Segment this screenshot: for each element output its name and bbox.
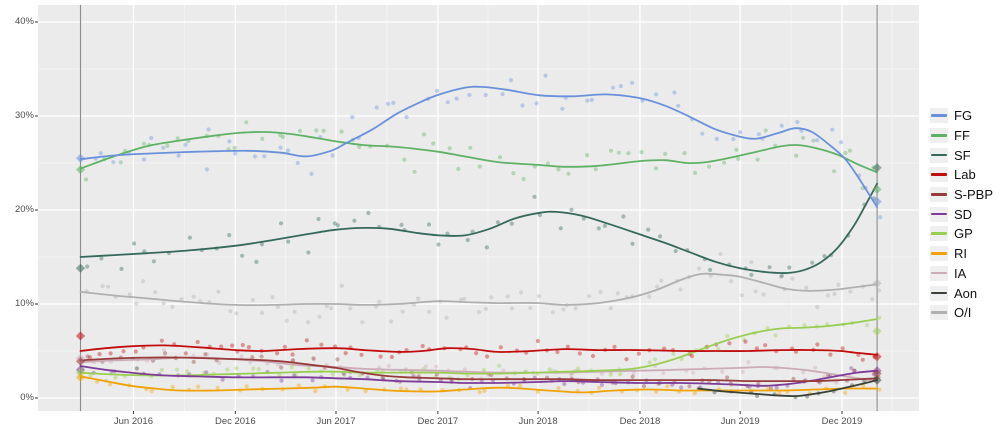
legend-key — [930, 265, 948, 281]
legend-key — [930, 108, 948, 124]
legend-label: IA — [954, 265, 967, 281]
x-axis-tick-label: Dec 2019 — [821, 416, 863, 427]
legend-label: SD — [954, 206, 973, 222]
legend-label: FG — [954, 108, 973, 124]
legend-item-oi: O/I — [930, 303, 993, 323]
sf-line-swatch-icon — [931, 153, 947, 157]
legend-item-ri: RI — [930, 244, 993, 264]
legend-label: O/I — [954, 305, 972, 321]
panel-background — [38, 5, 919, 411]
trend-line-sf — [79, 182, 878, 274]
legend-item-ff: FF — [930, 126, 993, 146]
legend-label: GP — [954, 226, 973, 242]
x-axis-tick-label: Jun 2017 — [316, 416, 356, 427]
y-axis-tick-label: 30% — [14, 110, 34, 121]
aon-line-swatch-icon — [931, 291, 947, 295]
trend-line-gp — [79, 318, 878, 377]
trend-line-lab — [79, 344, 878, 356]
trend-line-fg — [79, 85, 878, 209]
axis-tick-marks — [35, 21, 843, 414]
legend-key — [930, 226, 948, 242]
y-axis-tick-label: 0% — [20, 392, 34, 403]
legend-key — [930, 187, 948, 203]
gridlines — [38, 5, 919, 411]
legend-item-aon: Aon — [930, 283, 993, 303]
election-result-markers — [75, 153, 882, 385]
trend-line-aon — [697, 379, 878, 398]
trend-lines — [79, 85, 878, 398]
legend-key — [930, 128, 948, 144]
legend-item-spbp: S-PBP — [930, 185, 993, 205]
x-axis-tick-label: Jun 2018 — [518, 416, 558, 427]
legend-item-ia: IA — [930, 264, 993, 284]
legend-label: SF — [954, 147, 971, 163]
legend: FG FF SF Lab S-PBP SD GP RI IA Aon O/I — [930, 106, 993, 323]
legend-item-sf: SF — [930, 145, 993, 165]
x-axis-tick-label: Dec 2018 — [619, 416, 661, 427]
legend-label: Aon — [954, 285, 978, 301]
trend-line-sd — [79, 365, 878, 387]
ri-line-swatch-icon — [931, 252, 947, 255]
trend-line-ff — [79, 131, 878, 174]
trend-line-ri — [79, 375, 878, 394]
legend-key — [930, 147, 948, 163]
x-axis-tick-label: Jun 2016 — [113, 416, 153, 427]
legend-label: FF — [954, 128, 970, 144]
legend-label: S-PBP — [954, 187, 994, 203]
y-axis-tick-label: 20% — [14, 204, 34, 215]
legend-key — [930, 305, 948, 321]
x-axis-tick-label: Dec 2016 — [214, 416, 256, 427]
x-axis-tick-label: Dec 2017 — [417, 416, 459, 427]
oi-line-swatch-icon — [931, 311, 947, 314]
sd-line-swatch-icon — [931, 212, 947, 216]
x-axis-tick-label: Jun 2019 — [720, 416, 760, 427]
legend-label: Lab — [954, 167, 976, 183]
legend-label: RI — [954, 246, 967, 262]
fg-line-swatch-icon — [931, 114, 947, 117]
legend-key — [930, 167, 948, 183]
lab-line-swatch-icon — [931, 173, 947, 176]
legend-key — [930, 285, 948, 301]
legend-key — [930, 206, 948, 222]
ff-line-swatch-icon — [931, 134, 947, 137]
legend-item-sd: SD — [930, 204, 993, 224]
legend-item-gp: GP — [930, 224, 993, 244]
y-axis-tick-label: 10% — [14, 298, 34, 309]
legend-item-lab: Lab — [930, 165, 993, 185]
y-axis-tick-label: 40% — [14, 16, 34, 27]
trend-line-spbp — [79, 356, 878, 383]
legend-item-fg: FG — [930, 106, 993, 126]
gp-line-swatch-icon — [931, 232, 947, 236]
ia-line-swatch-icon — [931, 271, 947, 275]
trend-line-oi — [79, 272, 878, 307]
legend-key — [930, 246, 948, 262]
spbp-line-swatch-icon — [931, 193, 947, 196]
